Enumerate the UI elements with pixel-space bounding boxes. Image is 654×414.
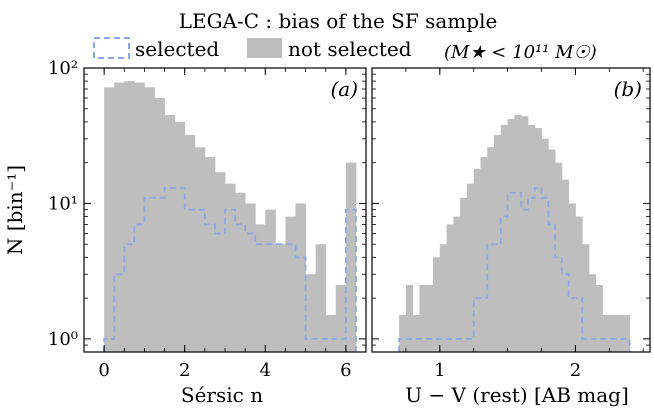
- bar-not-selected: [399, 315, 407, 352]
- bar-not-selected: [315, 244, 327, 352]
- bar-not-selected: [255, 224, 266, 352]
- panel-b-frame: [371, 67, 651, 353]
- bar-not-selected: [134, 82, 145, 352]
- bar-not-selected: [534, 128, 542, 352]
- bar-not-selected: [154, 98, 165, 352]
- bar-not-selected: [345, 162, 357, 352]
- bar-not-selected: [609, 315, 617, 352]
- bar-not-selected: [473, 168, 481, 352]
- bar-not-selected: [104, 87, 115, 352]
- chart-title: LEGA-C : bias of the SF sample: [179, 9, 498, 33]
- panel-b-label: (b): [614, 77, 642, 101]
- bar-not-selected: [595, 284, 603, 352]
- mass-cut-label: (M★ < 10¹¹ M☉): [444, 42, 597, 63]
- bar-not-selected: [439, 244, 447, 352]
- y-tick-label: 10¹: [48, 193, 78, 214]
- bar-not-selected: [275, 244, 286, 352]
- bar-not-selected: [582, 244, 590, 352]
- bar-not-selected: [446, 224, 454, 352]
- panel-b-bars: [399, 114, 631, 353]
- bar-not-selected: [194, 147, 206, 352]
- bar-not-selected: [500, 124, 509, 352]
- x-tick-label: 1: [434, 360, 445, 381]
- bar-not-selected: [164, 114, 176, 352]
- legend-label-selected: selected: [135, 37, 219, 61]
- bar-not-selected: [433, 257, 441, 352]
- bar-not-selected: [235, 192, 246, 352]
- x-tick-label: 2: [179, 360, 190, 381]
- bar-not-selected: [225, 183, 236, 352]
- bar-not-selected: [616, 315, 624, 352]
- bar-not-selected: [487, 147, 495, 352]
- panel-b-x-axis-label: U − V (rest) [AB mag]: [405, 383, 629, 407]
- bar-not-selected: [419, 284, 427, 352]
- bar-not-selected: [548, 149, 556, 352]
- bar-not-selected: [124, 81, 135, 352]
- panel-b-selected-step-line: [398, 187, 631, 352]
- x-tick-label: 6: [340, 360, 351, 381]
- bar-not-selected: [265, 209, 276, 352]
- x-tick-label: 0: [98, 360, 109, 381]
- legend-swatch-not-selected: [247, 38, 282, 58]
- bar-not-selected: [575, 216, 583, 352]
- bar-not-selected: [588, 274, 597, 352]
- bar-not-selected: [305, 274, 317, 352]
- bar-not-selected: [426, 284, 434, 352]
- bar-not-selected: [480, 157, 488, 352]
- bar-not-selected: [602, 315, 610, 352]
- panel-a-x-axis-label: Sérsic n: [181, 383, 263, 407]
- legend-label-not-selected: not selected: [288, 37, 412, 61]
- bar-not-selected: [245, 203, 256, 352]
- bar-not-selected: [214, 172, 226, 352]
- bar-not-selected: [453, 216, 461, 352]
- bar-not-selected: [174, 121, 186, 352]
- legend-swatch-selected: [93, 37, 130, 59]
- bar-not-selected: [527, 124, 536, 352]
- bar-not-selected: [144, 87, 155, 352]
- bar-not-selected: [514, 114, 522, 352]
- bar-not-selected: [507, 119, 515, 353]
- bar-not-selected: [335, 284, 347, 352]
- bar-not-selected: [622, 315, 631, 352]
- bar-not-selected: [460, 197, 468, 352]
- panel-a-selected-step-line: [103, 187, 357, 352]
- bar-not-selected: [541, 138, 549, 352]
- x-tick-label: 2: [570, 360, 581, 381]
- panel-a: 0 2 4 6 10⁰ 10¹ 10² (a) Sérsic n: [48, 58, 367, 407]
- bar-not-selected: [568, 203, 576, 352]
- bar-not-selected: [412, 315, 420, 352]
- bar-not-selected: [285, 216, 296, 352]
- bar-not-selected: [405, 284, 414, 352]
- bar-not-selected: [204, 157, 216, 352]
- bar-not-selected: [114, 82, 125, 352]
- panel-a-frame: [83, 67, 367, 353]
- y-tick-label: 10⁰: [48, 329, 78, 350]
- bar-not-selected: [555, 162, 563, 352]
- x-tick-label: 4: [260, 360, 271, 381]
- panel-a-bars: [104, 81, 357, 352]
- bar-not-selected: [561, 179, 570, 352]
- bar-not-selected: [325, 315, 337, 352]
- bar-not-selected: [466, 183, 475, 352]
- panel-a-label: (a): [330, 77, 358, 101]
- y-tick-label: 10²: [48, 58, 78, 79]
- bar-not-selected: [494, 135, 502, 352]
- panel-b: 1 2 (b) U − V (rest) [AB mag]: [371, 67, 651, 407]
- y-axis-label: N [bin⁻¹]: [3, 165, 27, 255]
- legend: selected not selected (M★ < 10¹¹ M☉): [93, 37, 597, 63]
- bar-not-selected: [521, 116, 529, 353]
- bar-not-selected: [295, 203, 306, 352]
- bar-not-selected: [184, 135, 196, 352]
